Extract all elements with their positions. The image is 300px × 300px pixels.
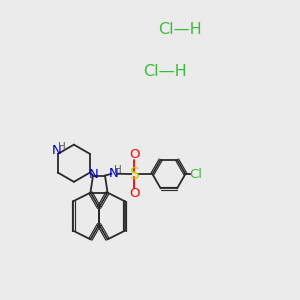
Text: N: N [109,167,119,180]
Text: S: S [130,167,139,182]
Text: H: H [58,142,65,152]
Text: Cl—H: Cl—H [143,64,187,80]
Text: Cl—H: Cl—H [158,22,202,38]
Text: O: O [129,148,140,161]
Text: N: N [51,143,61,157]
Text: O: O [129,187,140,200]
Text: H: H [114,165,122,175]
Text: N: N [89,167,98,181]
Text: Cl: Cl [189,167,203,181]
